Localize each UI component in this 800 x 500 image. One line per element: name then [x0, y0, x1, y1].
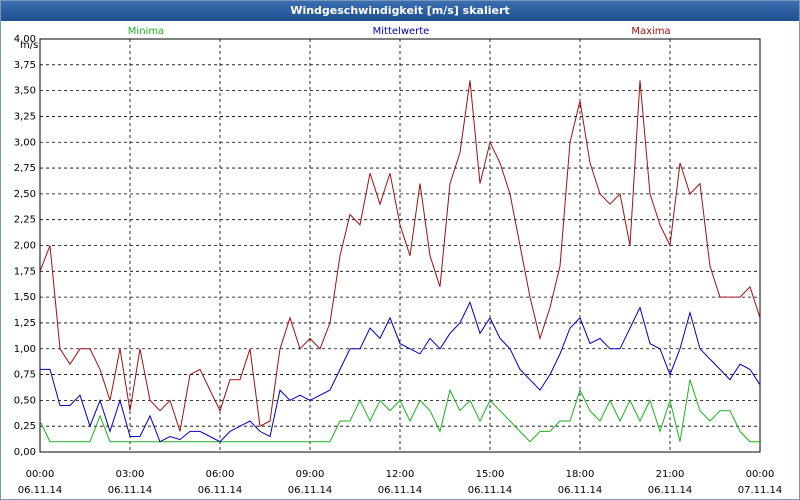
- y-tick-label: 3,75: [14, 60, 36, 71]
- x-tick-date: 06.11.14: [378, 485, 423, 496]
- x-tick-label: 12:00: [386, 469, 415, 480]
- y-tick-label: 1,50: [14, 292, 36, 303]
- x-tick-label: 18:00: [566, 469, 595, 480]
- chart-title: Windgeschwindigkeit [m/s] skaliert: [1, 1, 799, 21]
- x-tick-date: 06.11.14: [108, 485, 153, 496]
- y-tick-label: 0,75: [14, 370, 36, 381]
- chart: m/s 0,00 0,25 0,50 0,75 1,00 1,25 1,50 1,75 2,00…: [14, 26, 783, 496]
- x-tick-label: 06:00: [206, 469, 235, 480]
- legend-label: Minima: [128, 26, 164, 37]
- y-tick-label: 3,00: [14, 137, 36, 148]
- x-tick-label: 03:00: [116, 469, 145, 480]
- y-tick-label: 0,50: [14, 395, 36, 406]
- legend-label: Maxima: [631, 26, 670, 37]
- y-tick-label: 2,50: [14, 189, 36, 200]
- x-tick-label: 00:00: [746, 469, 775, 480]
- x-tick-date: 06.11.14: [468, 485, 513, 496]
- x-tick-label: 21:00: [656, 469, 685, 480]
- series-line: [40, 300, 761, 443]
- y-tick-label: 0,00: [14, 447, 36, 458]
- y-tick-label: 0,25: [14, 421, 36, 432]
- y-tick-label: 2,00: [14, 241, 36, 252]
- series-line: [39, 80, 761, 432]
- x-tick-date: 06.11.14: [558, 485, 603, 496]
- y-tick-label: 2,75: [14, 163, 36, 174]
- y-tick-label: 1,75: [14, 266, 36, 277]
- x-tick-date: 07.11.14: [738, 485, 783, 496]
- x-tick-date: 06.11.14: [18, 485, 63, 496]
- y-tick-label: 3,25: [14, 111, 36, 122]
- x-tick-label: 09:00: [296, 469, 325, 480]
- y-tick-label: 1,25: [14, 318, 36, 329]
- x-tick-label: 00:00: [26, 469, 55, 480]
- y-axis-label: m/s: [20, 40, 38, 51]
- y-tick-label: 3,50: [14, 86, 36, 97]
- x-tick-date: 06.11.14: [648, 485, 693, 496]
- x-tick-label: 15:00: [476, 469, 505, 480]
- y-tick-label: 2,25: [14, 215, 36, 226]
- x-tick-date: 06.11.14: [288, 485, 333, 496]
- y-tick-label: 4,00: [14, 34, 36, 45]
- y-tick-label: 1,00: [14, 344, 36, 355]
- legend-label: Mittelwerte: [373, 26, 430, 37]
- x-tick-date: 06.11.14: [198, 485, 243, 496]
